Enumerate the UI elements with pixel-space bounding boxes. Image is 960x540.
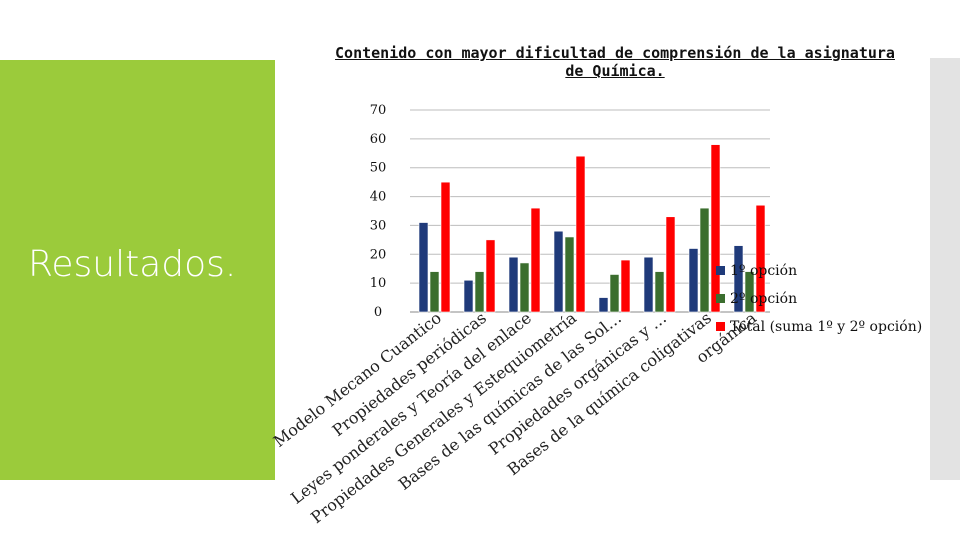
- y-tick-label-40: 40: [370, 190, 387, 205]
- legend-label-2: 2º opción: [730, 291, 797, 307]
- legend-swatch-1: [716, 266, 725, 275]
- chart-title: Contenido con mayor dificultad de compre…: [280, 44, 950, 80]
- bar-s3-c3: [530, 207, 541, 313]
- bar-s3-c7: [710, 144, 721, 313]
- y-tick-label-70: 70: [370, 103, 387, 118]
- slide-heading: Resultados.: [28, 244, 237, 285]
- bar-s2-c2: [474, 271, 485, 313]
- bar-s1-c5: [598, 297, 609, 313]
- bar-s1-c2: [463, 279, 474, 313]
- legend-swatch-2: [716, 294, 725, 303]
- bar-s1-c7: [688, 248, 699, 313]
- bar-s1-c1: [418, 222, 429, 313]
- bar-s2-c4: [564, 236, 575, 313]
- y-tick-label-0: 0: [374, 305, 382, 320]
- bar-s1-c3: [508, 256, 519, 313]
- bar-s2-c8: [744, 271, 755, 313]
- y-tick-label-60: 60: [370, 132, 387, 147]
- legend-label-3: Total (suma 1º y 2º opción): [730, 319, 922, 335]
- bar-s3-c5: [620, 259, 631, 313]
- legend-swatch-3: [716, 322, 725, 331]
- bar-s1-c6: [643, 256, 654, 313]
- chart-title-line-2: de Química.: [565, 62, 665, 80]
- bar-s1-c4: [553, 230, 564, 313]
- bar-s2-c5: [609, 274, 620, 313]
- y-tick-label-30: 30: [370, 218, 387, 233]
- y-tick-label-10: 10: [370, 276, 387, 291]
- y-tick-label-20: 20: [370, 247, 387, 262]
- bar-s2-c1: [429, 271, 440, 313]
- y-tick-label-50: 50: [370, 161, 387, 176]
- bar-s1-c8: [733, 245, 744, 313]
- bar-s2-c3: [519, 262, 530, 313]
- bar-s3-c8: [755, 204, 766, 313]
- bar-s3-c4: [575, 155, 586, 313]
- right-gray-strip: [930, 58, 960, 480]
- bar-s3-c2: [485, 239, 496, 313]
- bar-s2-c7: [699, 207, 710, 313]
- legend-label-1: 1º opción: [730, 263, 797, 279]
- green-side-panel: [0, 60, 275, 480]
- bar-s2-c6: [654, 271, 665, 313]
- bar-s3-c1: [440, 181, 451, 313]
- bar-s3-c6: [665, 216, 676, 313]
- chart-title-line-1: Contenido con mayor dificultad de compre…: [335, 44, 895, 62]
